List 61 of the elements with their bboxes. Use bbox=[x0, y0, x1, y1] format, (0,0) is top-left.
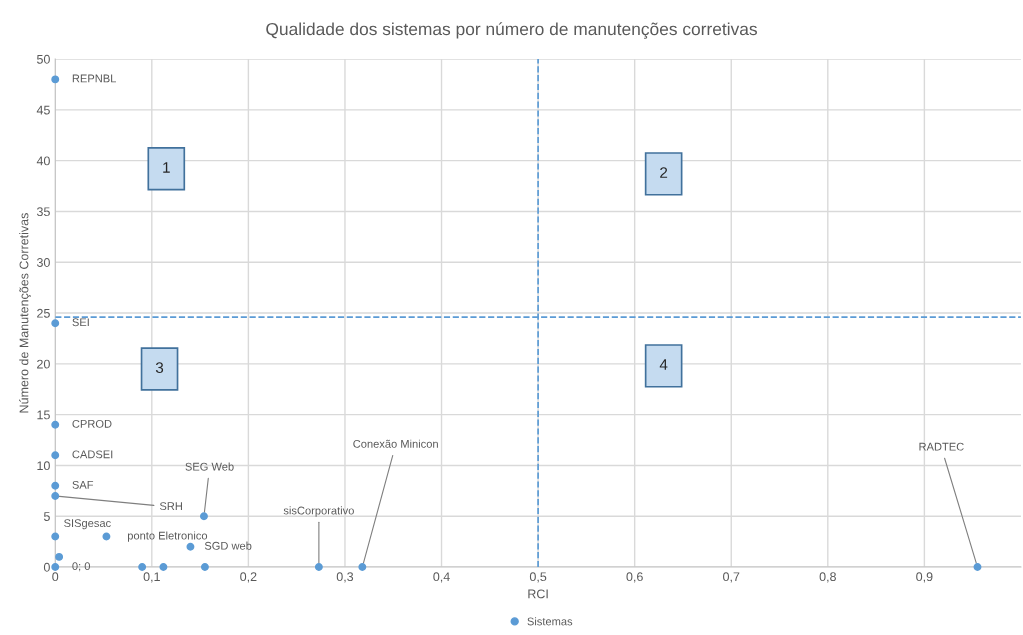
y-tick-label: 50 bbox=[36, 54, 50, 64]
point bbox=[51, 532, 60, 541]
y-axis-title: Número de Manutenções Corretivas bbox=[19, 213, 31, 413]
y-tick-label: 20 bbox=[37, 359, 50, 369]
point bbox=[314, 563, 323, 572]
annotation: CADSEI bbox=[72, 450, 113, 459]
point bbox=[55, 552, 64, 561]
y-tick-label: 0 bbox=[43, 562, 50, 572]
annotation: SISgesac bbox=[64, 519, 111, 530]
annotation: 3 bbox=[155, 362, 164, 374]
annotation: 0; 0 bbox=[72, 562, 91, 572]
annotation: Conexão Minicon bbox=[353, 439, 438, 448]
point bbox=[358, 563, 367, 572]
point bbox=[102, 532, 111, 541]
x-tick-label: 0,3 bbox=[336, 572, 354, 583]
annotation: 4 bbox=[659, 359, 668, 370]
y-tick-label: 30 bbox=[36, 258, 50, 267]
point bbox=[186, 542, 195, 551]
annotation: SAF bbox=[72, 480, 94, 489]
y-tick-label: 35 bbox=[36, 207, 50, 217]
point bbox=[51, 491, 60, 500]
annotation: 2 bbox=[660, 167, 668, 178]
point bbox=[51, 420, 60, 429]
y-tick-label: 40 bbox=[36, 156, 50, 166]
annotation: SRH bbox=[159, 502, 182, 511]
annotation: SEI bbox=[72, 318, 89, 327]
annotation: 1 bbox=[163, 162, 170, 173]
annotation: ponto Eletronico bbox=[127, 531, 208, 542]
point bbox=[51, 75, 60, 84]
y-tick-label: 45 bbox=[36, 105, 50, 115]
x-tick-label: 0,8 bbox=[819, 572, 836, 583]
point bbox=[138, 563, 147, 572]
point bbox=[159, 563, 168, 572]
chart-title: Qualidade dos sistemas por número de manutenções corretivas bbox=[266, 22, 757, 39]
point bbox=[200, 563, 209, 572]
legend-label: Sistemas bbox=[527, 617, 573, 626]
annotation: REPNBL bbox=[72, 74, 116, 83]
x-tick-label: 0,5 bbox=[529, 572, 547, 583]
annotation: SGD web bbox=[204, 541, 252, 550]
y-tick-label: 10 bbox=[37, 461, 50, 471]
point bbox=[51, 319, 60, 328]
y-tick-label: 5 bbox=[43, 512, 50, 521]
x-tick-label: 0,1 bbox=[143, 572, 160, 583]
point bbox=[51, 481, 60, 490]
x-tick-label: 0,4 bbox=[433, 572, 450, 583]
y-tick-label: 15 bbox=[37, 410, 50, 420]
x-tick-label: 0,9 bbox=[916, 572, 933, 583]
point bbox=[200, 512, 208, 521]
annotation: sisCorporativo bbox=[283, 506, 354, 517]
annotation: CPROD bbox=[72, 419, 112, 428]
annotation: RADTEC bbox=[919, 442, 964, 451]
x-tick-label: 0,2 bbox=[240, 572, 257, 583]
x-tick-label: 0 bbox=[52, 572, 59, 582]
annotation: SEG Web bbox=[185, 462, 234, 471]
y-tick-label: 25 bbox=[37, 308, 50, 318]
x-tick-label: 0,6 bbox=[626, 572, 643, 583]
point bbox=[51, 451, 60, 460]
point bbox=[51, 563, 60, 572]
x-axis-title: RCI bbox=[528, 589, 548, 599]
x-tick-label: 0,7 bbox=[723, 572, 740, 583]
point bbox=[973, 563, 982, 572]
